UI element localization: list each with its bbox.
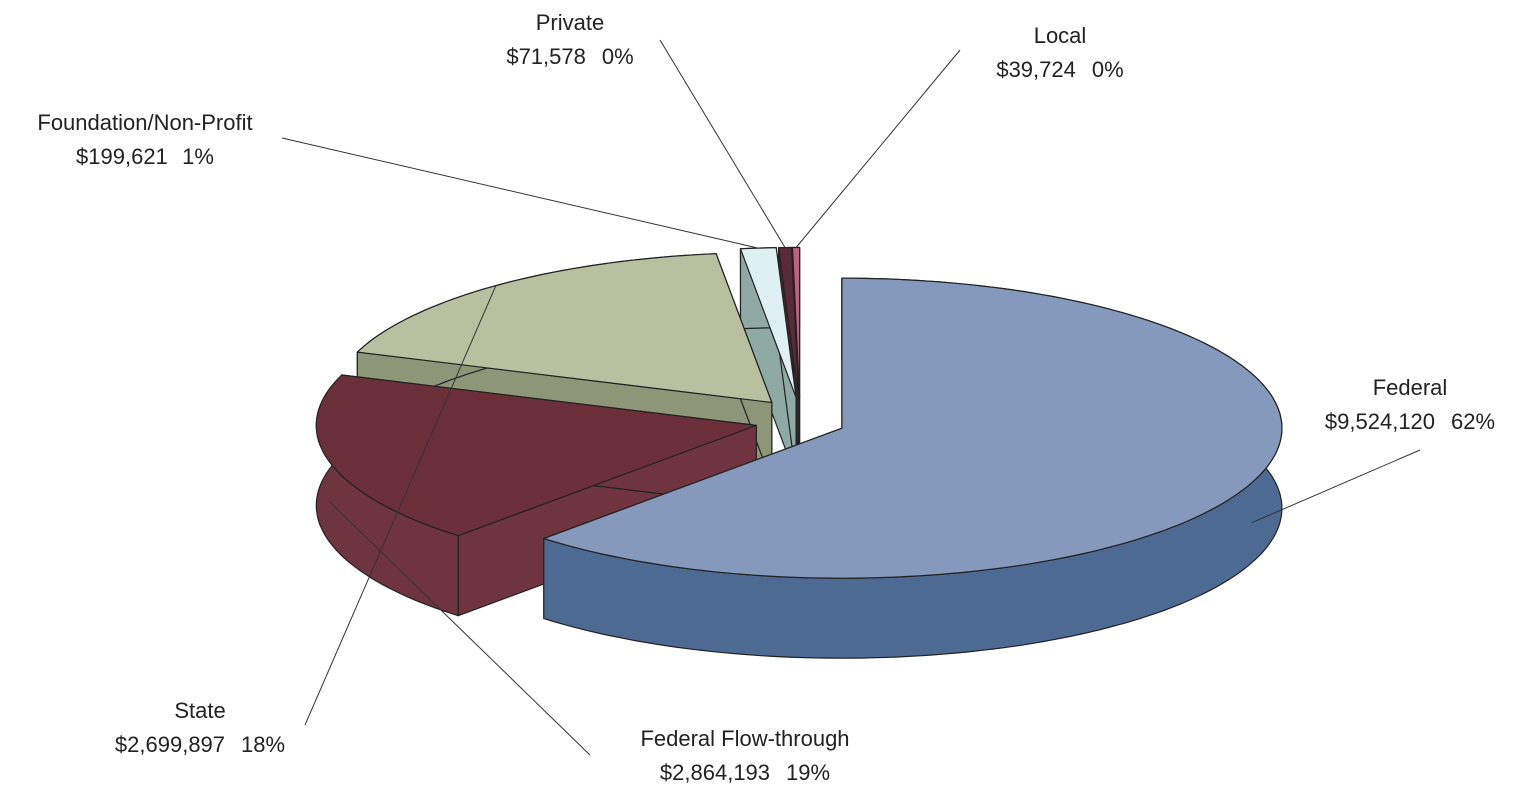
percent-label: 0%	[602, 44, 634, 69]
slice-top	[315, 374, 757, 537]
percent-label: 0%	[1092, 57, 1124, 82]
leader-line	[281, 137, 759, 249]
leader-line	[328, 500, 591, 756]
value-label: $9,524,120	[1325, 409, 1435, 434]
leader-line	[304, 285, 497, 726]
value-label: $2,699,897	[115, 732, 225, 757]
value-label: $71,578	[506, 44, 586, 69]
slice-value: $71,578 0%	[506, 44, 633, 69]
leader-line	[659, 39, 786, 248]
slice-value: $2,864,193 19%	[660, 760, 830, 785]
slice-value: $199,621 1%	[76, 144, 214, 169]
slice-top	[543, 277, 1283, 579]
percent-label: 62%	[1451, 409, 1495, 434]
slice-label: Federal	[1373, 375, 1448, 400]
value-label: $2,864,193	[660, 760, 770, 785]
value-label: $199,621	[76, 144, 168, 169]
percent-label: 19%	[786, 760, 830, 785]
value-label: $39,724	[996, 57, 1076, 82]
slice-value: $39,724 0%	[996, 57, 1123, 82]
percent-label: 18%	[241, 732, 285, 757]
slice-value: $2,699,897 18%	[115, 732, 285, 757]
slice-label: Local	[1034, 23, 1087, 48]
slice-value: $9,524,120 62%	[1325, 409, 1495, 434]
leader-line	[795, 49, 961, 248]
slice-label: Private	[536, 10, 604, 35]
slice-label: Foundation/Non-Profit	[37, 110, 252, 135]
slice-label: State	[174, 698, 225, 723]
slice-label: Federal Flow-through	[640, 726, 849, 751]
percent-label: 1%	[182, 144, 214, 169]
leader-line	[1251, 449, 1421, 524]
